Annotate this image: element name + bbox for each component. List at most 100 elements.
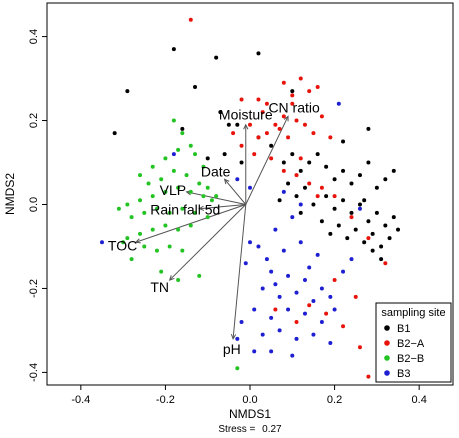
data-point bbox=[125, 89, 130, 94]
data-point bbox=[256, 51, 261, 56]
data-point bbox=[286, 135, 291, 140]
vector-line bbox=[245, 116, 289, 205]
data-point bbox=[315, 84, 320, 89]
data-point bbox=[193, 152, 198, 157]
data-point bbox=[264, 101, 269, 106]
data-point bbox=[328, 341, 333, 346]
x-axis: -0.4 -0.2 0.0 0.2 0.4 bbox=[71, 385, 427, 406]
data-point bbox=[129, 257, 134, 262]
data-point bbox=[260, 286, 265, 291]
data-point bbox=[366, 126, 371, 131]
data-point bbox=[176, 147, 181, 152]
data-point bbox=[328, 231, 333, 236]
data-point bbox=[298, 168, 303, 173]
data-point bbox=[252, 349, 257, 354]
data-point bbox=[302, 122, 307, 127]
data-point bbox=[260, 332, 265, 337]
data-point bbox=[391, 215, 396, 220]
data-point bbox=[345, 236, 350, 241]
data-point bbox=[387, 236, 392, 241]
data-point bbox=[269, 269, 274, 274]
vector-label: TOC bbox=[108, 238, 137, 254]
data-point bbox=[99, 240, 104, 245]
data-point bbox=[379, 244, 384, 249]
x-tick-label: 0.0 bbox=[242, 394, 257, 406]
data-point bbox=[341, 198, 346, 203]
data-point bbox=[290, 152, 295, 157]
data-point bbox=[286, 307, 291, 312]
data-point bbox=[370, 248, 375, 253]
data-point bbox=[256, 244, 261, 249]
vector-arrowhead bbox=[223, 178, 230, 185]
vector-label: TN bbox=[150, 279, 169, 295]
data-point bbox=[273, 227, 278, 232]
data-point bbox=[357, 345, 362, 350]
data-point bbox=[366, 219, 371, 224]
data-point bbox=[256, 135, 261, 140]
data-point bbox=[171, 47, 176, 52]
vector-label: Date bbox=[201, 164, 231, 180]
data-point bbox=[197, 273, 202, 278]
data-point bbox=[138, 231, 143, 236]
legend-marker bbox=[384, 340, 390, 346]
data-point bbox=[121, 240, 126, 245]
data-point bbox=[319, 286, 324, 291]
data-point bbox=[336, 223, 341, 228]
data-point bbox=[188, 223, 193, 228]
vector-label: VLP bbox=[160, 182, 186, 198]
data-point bbox=[150, 164, 155, 169]
legend-items: B1 B2−A B2−B B3 bbox=[384, 323, 425, 380]
data-point bbox=[281, 189, 286, 194]
data-point bbox=[277, 198, 282, 203]
data-point bbox=[273, 282, 278, 287]
data-point bbox=[163, 156, 168, 161]
environmental-vectors bbox=[134, 115, 289, 340]
vector-label: CN ratio bbox=[268, 99, 320, 115]
data-point bbox=[294, 194, 299, 199]
data-point bbox=[332, 177, 337, 182]
data-point bbox=[286, 273, 291, 278]
legend-label: B2−B bbox=[397, 353, 424, 365]
data-point bbox=[235, 336, 240, 341]
data-point bbox=[341, 139, 346, 144]
data-point bbox=[349, 257, 354, 262]
data-point bbox=[197, 181, 202, 186]
data-point bbox=[209, 198, 214, 203]
data-point bbox=[341, 269, 346, 274]
data-point bbox=[374, 210, 379, 215]
x-tick-label: 0.2 bbox=[327, 394, 342, 406]
legend-label: B1 bbox=[397, 323, 410, 335]
vector-arrowhead bbox=[134, 238, 141, 244]
data-point bbox=[248, 240, 252, 245]
data-point bbox=[205, 215, 210, 220]
vector-arrowhead bbox=[243, 123, 249, 130]
data-point bbox=[374, 185, 379, 190]
data-point bbox=[138, 173, 143, 178]
data-point bbox=[307, 181, 312, 186]
data-point bbox=[370, 231, 375, 236]
data-point bbox=[248, 185, 252, 190]
data-point bbox=[307, 160, 312, 165]
data-point bbox=[341, 324, 346, 329]
data-point bbox=[298, 202, 303, 207]
data-point bbox=[281, 168, 286, 173]
data-point bbox=[269, 156, 274, 161]
data-point bbox=[349, 181, 354, 186]
data-point bbox=[349, 215, 354, 220]
legend-label: B2−A bbox=[397, 338, 425, 350]
legend: sampling site B1 B2−A B2−B B3 bbox=[375, 302, 452, 383]
data-point bbox=[307, 303, 312, 308]
data-point bbox=[264, 131, 269, 136]
data-point bbox=[248, 122, 252, 127]
data-point bbox=[362, 198, 367, 203]
data-point bbox=[383, 223, 388, 228]
data-point bbox=[383, 177, 388, 182]
data-point bbox=[391, 168, 396, 173]
data-point bbox=[302, 278, 307, 283]
data-point bbox=[273, 122, 278, 127]
data-point bbox=[349, 210, 354, 215]
vector-label: pH bbox=[223, 341, 241, 357]
y-tick-label: 0.0 bbox=[28, 197, 40, 212]
stress-text: Stress = 0.27 bbox=[218, 424, 282, 435]
data-point bbox=[324, 311, 329, 316]
